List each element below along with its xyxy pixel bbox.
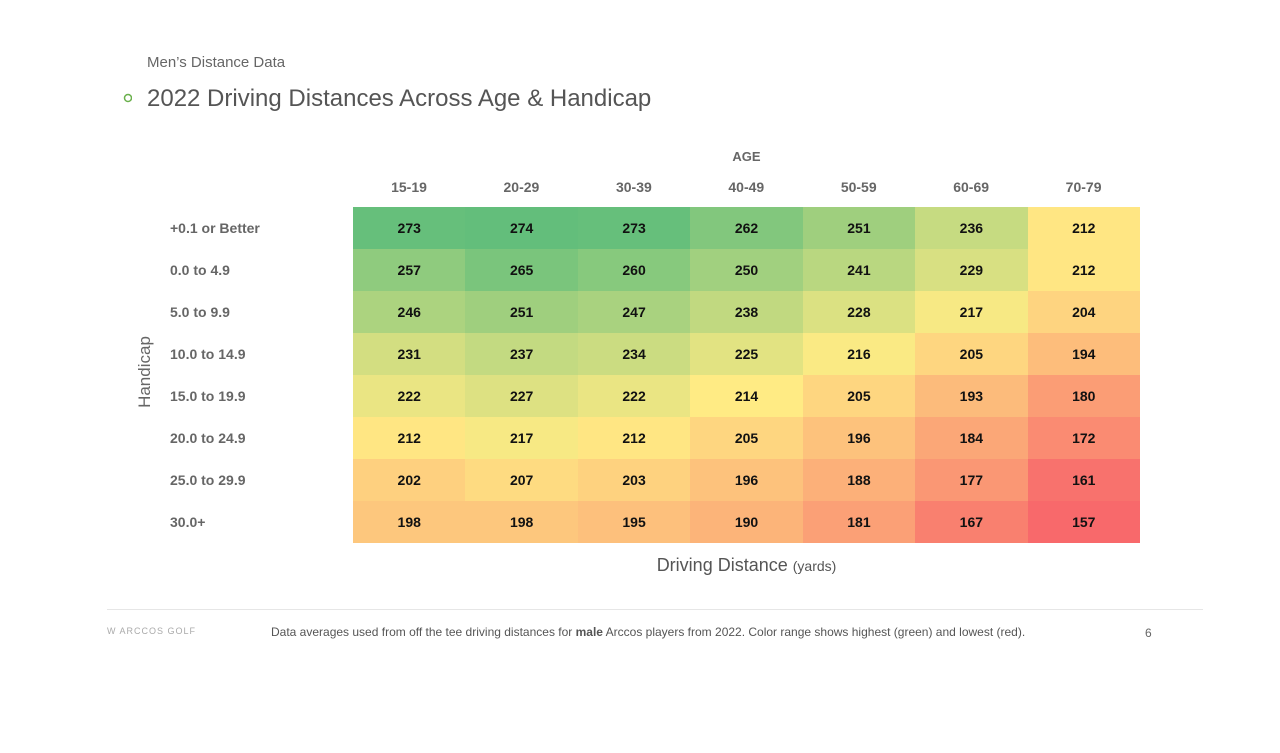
column-label: 15-19 <box>391 179 427 195</box>
heatmap-cell: 241 <box>802 249 916 291</box>
heatmap-cell: 257 <box>353 249 466 291</box>
heatmap-cell: 203 <box>577 459 691 501</box>
x-axis-title: Driving Distance <box>656 555 788 575</box>
column-label: 20-29 <box>503 179 540 195</box>
heatmap-cell: 262 <box>690 207 803 249</box>
page-number: 6 <box>1145 626 1152 640</box>
heatmap-cell: 274 <box>465 207 578 249</box>
heatmap-cell: 250 <box>690 249 803 291</box>
heatmap-cell: 238 <box>690 291 803 333</box>
row-label: 20.0 to 24.9 <box>170 430 246 446</box>
heatmap-cell: 195 <box>577 501 691 543</box>
heatmap-cell: 205 <box>915 333 1028 375</box>
heatmap-cell: 236 <box>915 207 1028 249</box>
page-title: 2022 Driving Distances Across Age & Hand… <box>147 85 652 112</box>
x-axis-label: Driving Distance (yards) <box>353 555 1140 576</box>
column-label: 50-59 <box>840 179 877 195</box>
heatmap-cell: 247 <box>577 291 691 333</box>
heatmap-cell: 231 <box>353 333 466 375</box>
heatmap-cell: 227 <box>465 375 578 417</box>
heatmap-cell: 172 <box>1027 417 1140 459</box>
x-axis-unit: (yards) <box>792 558 837 574</box>
row-label: 30.0+ <box>170 514 206 530</box>
heatmap-cell: 196 <box>802 417 916 459</box>
heatmap-cell: 212 <box>353 417 466 459</box>
heatmap-cell: 222 <box>577 375 691 417</box>
heatmap-cell: 202 <box>353 459 466 501</box>
column-label: 60-69 <box>953 179 990 195</box>
column-label: 40-49 <box>728 179 765 195</box>
heatmap-cell: 198 <box>465 501 578 543</box>
subtitle: Men’s Distance Data <box>147 54 286 71</box>
column-label: 30-39 <box>615 179 652 195</box>
heatmap-cell: 177 <box>915 459 1028 501</box>
heatmap-cell: 214 <box>690 375 803 417</box>
heatmap-cell: 181 <box>802 501 916 543</box>
heatmap-cell: 237 <box>465 333 578 375</box>
footer-divider <box>107 609 1203 610</box>
heatmap-cell: 216 <box>802 333 916 375</box>
column-axis-label: AGE <box>732 149 761 164</box>
heatmap-cell: 260 <box>577 249 691 291</box>
heatmap-cell: 217 <box>465 417 578 459</box>
heatmap-cell: 228 <box>802 291 916 333</box>
heatmap-cell: 273 <box>353 207 466 249</box>
heatmap-cell: 180 <box>1027 375 1140 417</box>
heatmap-cell: 222 <box>353 375 466 417</box>
row-label: 0.0 to 4.9 <box>170 262 230 278</box>
heatmap-cell: 205 <box>690 417 803 459</box>
heatmap-cell: 207 <box>465 459 578 501</box>
heatmap-cell: 212 <box>1027 249 1140 291</box>
column-label: 70-79 <box>1065 179 1102 195</box>
heatmap-cell: 193 <box>915 375 1028 417</box>
heatmap-cell: 273 <box>577 207 691 249</box>
heatmap-cell: 234 <box>577 333 691 375</box>
row-label: 25.0 to 29.9 <box>170 472 246 488</box>
heatmap-cell: 246 <box>353 291 466 333</box>
heatmap-cell: 217 <box>915 291 1028 333</box>
heatmap-cell: 205 <box>802 375 916 417</box>
accent-line-icon <box>82 93 132 103</box>
heatmap-cell: 204 <box>1027 291 1140 333</box>
heatmap-cell: 212 <box>1027 207 1140 249</box>
heatmap-cell: 167 <box>915 501 1028 543</box>
row-label: 5.0 to 9.9 <box>170 304 230 320</box>
heatmap-cell: 157 <box>1027 501 1140 543</box>
arccos-logo: W ARCCOS GOLF <box>107 626 197 636</box>
heatmap-cell: 188 <box>802 459 916 501</box>
heatmap-cell: 184 <box>915 417 1028 459</box>
heatmap-cell: 229 <box>915 249 1028 291</box>
heatmap-cell: 251 <box>465 291 578 333</box>
row-label: 15.0 to 19.9 <box>170 388 246 404</box>
row-axis-label: Handicap <box>135 336 154 408</box>
row-label: 10.0 to 14.9 <box>170 346 246 362</box>
heatmap-cell: 225 <box>690 333 803 375</box>
heatmap-cell: 161 <box>1027 459 1140 501</box>
footer-note: Data averages used from off the tee driv… <box>271 625 1026 639</box>
heatmap-cell: 265 <box>465 249 578 291</box>
heatmap-cell: 198 <box>353 501 466 543</box>
heatmap-cell: 251 <box>802 207 916 249</box>
heatmap-cell: 194 <box>1027 333 1140 375</box>
heatmap-cell: 196 <box>690 459 803 501</box>
heatmap-cell: 212 <box>577 417 691 459</box>
row-label: +0.1 or Better <box>170 220 260 236</box>
heatmap-cell: 190 <box>690 501 803 543</box>
